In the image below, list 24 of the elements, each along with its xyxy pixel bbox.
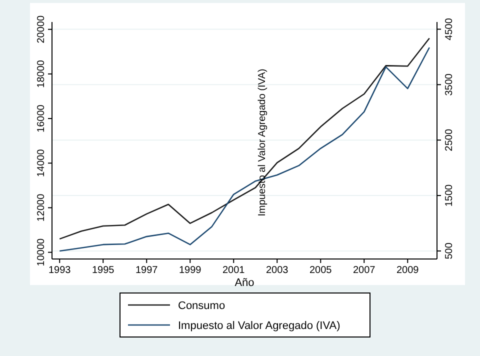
x-tick-label: 2003 bbox=[266, 265, 289, 276]
y2-axis-title: Impuesto al Valor Agregado (IVA) bbox=[256, 68, 268, 216]
y2-tick-label: 4500 bbox=[444, 18, 455, 40]
x-tick-label: 2001 bbox=[222, 265, 246, 276]
x-tick-label: 1999 bbox=[178, 265, 202, 276]
x-tick-label: 1997 bbox=[135, 265, 158, 276]
y-tick-label: 18000 bbox=[36, 60, 47, 88]
x-tick-label: 2005 bbox=[310, 265, 332, 276]
x-axis-title: Año bbox=[234, 277, 254, 289]
y-tick-label: 20000 bbox=[36, 15, 47, 44]
legend-label: Impuesto al Valor Agregado (IVA) bbox=[178, 320, 340, 332]
legend-label: Consumo bbox=[178, 300, 226, 312]
x-tick-label: 2009 bbox=[396, 265, 420, 276]
y2-tick-label: 1500 bbox=[444, 184, 455, 207]
y2-tick-label: 500 bbox=[444, 242, 455, 260]
y-tick-label: 10000 bbox=[36, 238, 47, 266]
y2-tick-label: 3500 bbox=[444, 73, 455, 96]
y-tick-label: 16000 bbox=[36, 104, 47, 132]
x-tick-label: 2007 bbox=[353, 265, 376, 276]
x-tick-label: 1993 bbox=[48, 265, 72, 276]
x-tick-label: 1995 bbox=[92, 265, 115, 276]
y-tick-label: 14000 bbox=[36, 148, 47, 178]
y2-tick-label: 2500 bbox=[444, 128, 455, 152]
y-tick-label: 12000 bbox=[36, 193, 47, 222]
